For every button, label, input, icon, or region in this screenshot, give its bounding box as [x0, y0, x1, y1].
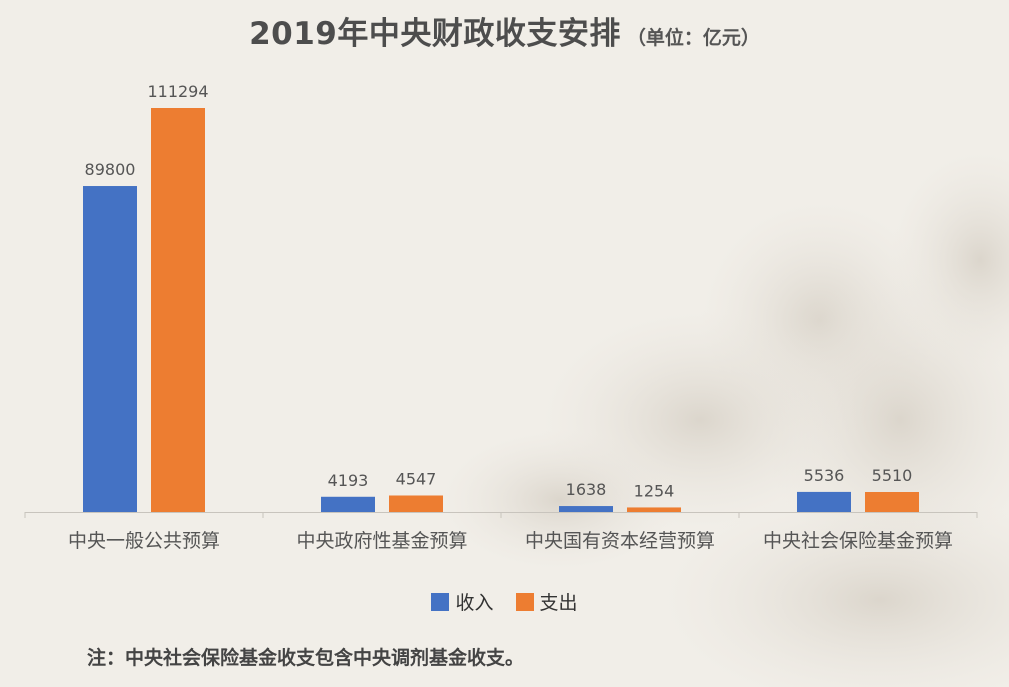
bar-expenditure-2 [627, 507, 681, 512]
bar-income-1 [321, 496, 375, 512]
data-label-income-1: 4193 [328, 471, 369, 490]
category-label-2: 中央国有资本经营预算 [525, 530, 715, 552]
bar-expenditure-1 [389, 495, 443, 512]
bar-income-2 [559, 506, 613, 512]
bar-income-3 [797, 491, 851, 512]
data-label-expenditure-3: 5510 [872, 466, 913, 485]
data-label-expenditure-2: 1254 [634, 481, 675, 500]
data-label-income-3: 5536 [804, 466, 845, 485]
data-label-income-0: 89800 [85, 160, 136, 179]
footnote: 注：中央社会保险基金收支包含中央调剂基金收支。 [87, 647, 525, 669]
legend-swatch-expenditure [515, 592, 534, 611]
legend-label-expenditure: 支出 [539, 592, 578, 614]
legend-item-expenditure: 支出 [515, 588, 578, 615]
data-label-expenditure-0: 111294 [147, 82, 208, 101]
data-label-income-2: 1638 [566, 480, 607, 499]
chart-title: 2019年中央财政收支安排 （单位：亿元） [0, 8, 1009, 53]
chart-title-unit: （单位：亿元） [626, 27, 760, 49]
category-label-0: 中央一般公共预算 [68, 530, 220, 552]
category-label-1: 中央政府性基金预算 [296, 530, 467, 552]
bar-expenditure-0 [151, 108, 205, 512]
legend-label-income: 收入 [455, 592, 494, 614]
chart-title-main: 2019年中央财政收支安排 [249, 16, 621, 52]
bar-expenditure-3 [865, 491, 919, 512]
bar-income-0 [83, 186, 137, 513]
data-label-expenditure-1: 4547 [396, 469, 437, 488]
legend: 收入 支出 [0, 588, 1009, 615]
category-label-3: 中央社会保险基金预算 [763, 530, 953, 552]
legend-swatch-income [431, 592, 450, 611]
legend-item-income: 收入 [431, 588, 494, 615]
